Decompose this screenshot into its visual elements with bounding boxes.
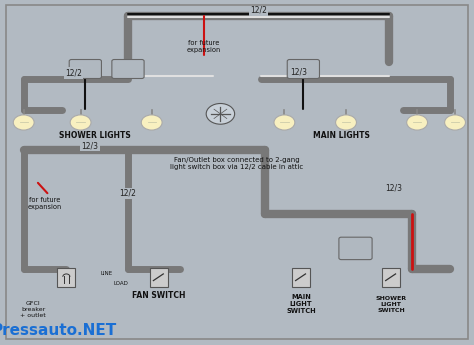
Bar — [57, 268, 75, 287]
Text: Pressauto.NET: Pressauto.NET — [0, 323, 117, 338]
Circle shape — [70, 115, 91, 130]
Text: 12/2: 12/2 — [65, 69, 82, 78]
Text: SHOWER
LIGHT
SWITCH: SHOWER LIGHT SWITCH — [375, 296, 407, 313]
Circle shape — [141, 115, 162, 130]
Text: LOAD: LOAD — [113, 281, 128, 286]
Bar — [382, 268, 400, 287]
Text: MAIN LIGHTS: MAIN LIGHTS — [313, 131, 370, 140]
Text: LINE: LINE — [100, 271, 113, 276]
Text: 12/3: 12/3 — [290, 68, 307, 77]
Circle shape — [407, 115, 428, 130]
Text: GFCI
breaker
+ outlet: GFCI breaker + outlet — [20, 301, 46, 318]
Circle shape — [445, 115, 465, 130]
Bar — [150, 268, 168, 287]
Text: 12/2: 12/2 — [250, 6, 267, 15]
Text: 12/3: 12/3 — [82, 141, 99, 150]
Bar — [292, 268, 310, 287]
Circle shape — [336, 115, 356, 130]
Text: SHOWER LIGHTS: SHOWER LIGHTS — [59, 131, 131, 140]
FancyBboxPatch shape — [287, 59, 319, 78]
Text: for future
expansion: for future expansion — [28, 197, 62, 210]
FancyBboxPatch shape — [112, 59, 144, 78]
Text: FAN SWITCH: FAN SWITCH — [132, 291, 185, 300]
Text: MAIN
LIGHT
SWITCH: MAIN LIGHT SWITCH — [286, 294, 316, 314]
FancyBboxPatch shape — [339, 237, 372, 259]
Text: 12/3: 12/3 — [385, 184, 402, 193]
Circle shape — [206, 104, 235, 124]
Text: Fan/Outlet box connected to 2-gang
light switch box via 12/2 cable in attic: Fan/Outlet box connected to 2-gang light… — [170, 157, 304, 170]
Text: for future
expansion: for future expansion — [187, 40, 221, 53]
Text: 12/2: 12/2 — [119, 189, 137, 198]
FancyBboxPatch shape — [69, 59, 101, 78]
Circle shape — [274, 115, 295, 130]
Circle shape — [13, 115, 34, 130]
